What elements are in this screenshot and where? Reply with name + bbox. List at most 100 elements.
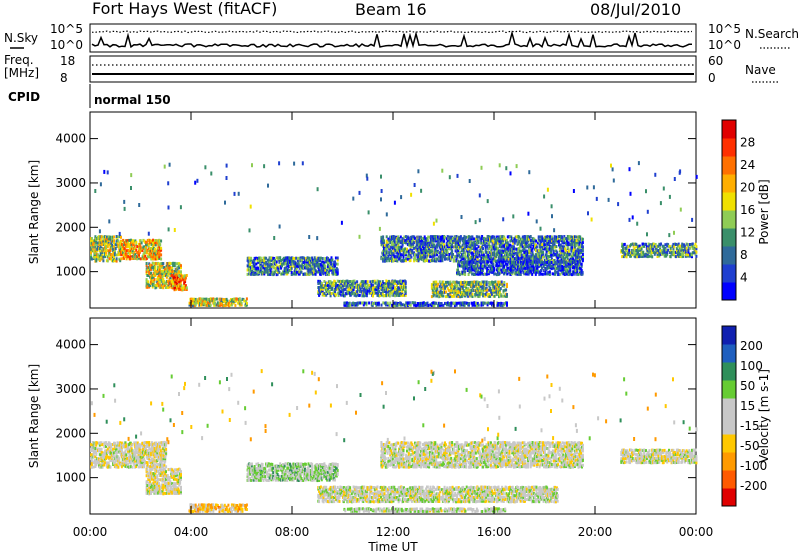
echo-cell [105,239,107,243]
echo-cell [471,260,474,264]
echo-cell [130,257,133,260]
echo-cell [438,251,441,255]
echo-cell [330,256,333,260]
echo-cell [165,274,167,278]
echo-cell [408,241,411,245]
echo-cell [420,247,423,251]
echo-cell [494,280,497,284]
echo-cell [290,258,293,262]
echo-cell [442,294,445,298]
echo-cell [301,259,304,263]
echo-cell [493,286,496,290]
echo-cell [488,264,491,268]
echo-cell [500,253,503,257]
echo-cell [273,266,276,270]
echo-cell [427,251,430,255]
echo-cell [464,285,467,288]
echo-cell [645,245,648,249]
echo-cell [389,237,392,241]
echo-cell [499,243,502,247]
echo-cell [145,264,148,268]
echo-cell [386,257,389,261]
echo-cell [240,301,243,305]
echo-cell [642,250,645,254]
echo-cell [538,249,541,252]
echo-cell [412,237,415,241]
echo-cell [527,235,530,239]
echo-cell [465,286,468,290]
echo-cell [105,247,107,251]
echo-cell [534,262,537,266]
echo-cell [477,245,480,249]
echo-cell [352,288,355,291]
echo-cell [175,287,178,291]
echo-cell [491,253,494,257]
echo-cell [296,270,298,274]
echo-cell [628,251,631,255]
echo-cell [498,294,501,298]
echo-cell [293,262,296,266]
echo-cell [342,291,344,295]
echo-cell [546,254,549,258]
echo-cell [561,260,564,264]
echo-cell [562,247,565,250]
power-panel-frame [89,111,697,309]
echo-cell [383,243,386,247]
echo-cell [486,272,489,276]
echo-cell [395,240,398,244]
echo-cell [135,248,138,252]
echo-cell [361,285,364,289]
echo-cell [517,255,520,258]
echo-cell [467,241,470,245]
echo-cell [515,268,518,272]
echo-cell [90,257,93,261]
echo-cell [554,269,557,272]
echo-cell [235,299,238,303]
echo-cell [313,256,316,260]
echo-cell [535,245,538,249]
echo-cell [392,284,395,288]
echo-cell [489,286,492,290]
echo-cell [578,249,581,253]
echo-cell [579,260,581,264]
echo-cell [90,251,92,255]
echo-cell [382,237,385,241]
echo-cell [311,262,314,266]
echo-cell [556,265,559,268]
echo-cell [497,280,500,284]
echo-cell [477,272,480,276]
echo-cell [359,282,362,286]
echo-cell [421,243,424,247]
echo-cell [180,276,183,280]
echo-cell [521,241,524,245]
echo-cell [571,243,574,247]
echo-cell [436,257,439,261]
echo-cell [130,244,133,248]
echo-cell [327,257,329,260]
echo-cell [565,272,568,276]
echo-cell [377,301,380,305]
echo-cell [394,279,397,283]
echo-cell [503,282,506,286]
echo-cell [161,264,164,268]
echo-cell [546,261,549,264]
echo-cell [578,255,581,259]
echo-cell [347,304,350,308]
echo-cell [171,274,174,278]
echo-cell [542,239,545,243]
echo-cell [433,245,436,249]
echo-cell [446,280,449,284]
echo-cell [415,304,417,308]
echo-cell [248,256,251,260]
echo-cell [563,239,566,243]
echo-cell [505,245,508,249]
echo-cell [100,255,103,259]
echo-cell [461,253,464,257]
echo-cell [418,257,421,261]
echo-cell [485,301,488,305]
echo-cell [333,262,336,266]
echo-cell [458,273,461,277]
echo-cell [570,249,573,253]
echo-cell [138,256,140,260]
echo-cell [500,302,503,305]
